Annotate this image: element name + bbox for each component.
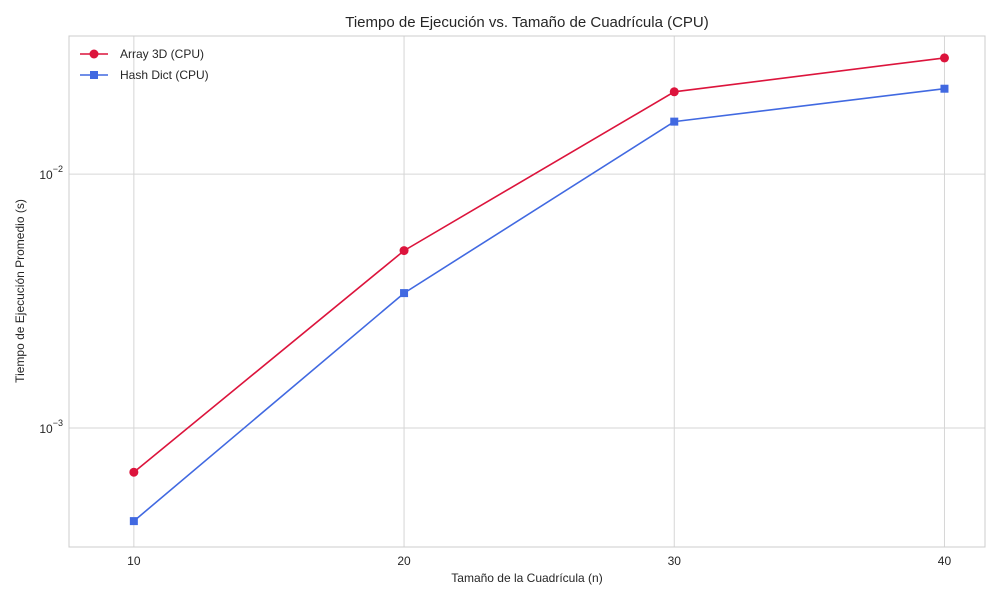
y-tick-label: 10−2 xyxy=(39,164,63,182)
x-tick-label: 10 xyxy=(127,554,141,568)
data-point xyxy=(940,84,949,93)
x-tick-label: 40 xyxy=(938,554,952,568)
data-point xyxy=(939,53,949,63)
x-tick-label: 20 xyxy=(397,554,411,568)
series-1 xyxy=(129,53,949,477)
legend-marker xyxy=(90,71,98,79)
plot-frame xyxy=(68,35,986,548)
series-2 xyxy=(129,84,949,526)
legend-item: Hash Dict (CPU) xyxy=(80,68,209,82)
legend-marker xyxy=(89,49,99,59)
data-point xyxy=(129,517,138,526)
x-tick-label: 30 xyxy=(668,554,682,568)
x-axis-label: Tamaño de la Cuadrícula (n) xyxy=(451,571,602,585)
data-point xyxy=(129,467,139,477)
legend: Array 3D (CPU) Hash Dict (CPU) xyxy=(80,47,209,82)
data-point xyxy=(670,117,679,126)
tick-labels: 10 20 30 40 10−3 10−2 xyxy=(39,164,951,568)
legend-label: Hash Dict (CPU) xyxy=(120,68,209,82)
series-layer xyxy=(129,53,949,526)
grid xyxy=(69,36,985,547)
series-line xyxy=(133,57,945,473)
y-axis-label: Tiempo de Ejecución Promedio (s) xyxy=(13,199,27,383)
data-point xyxy=(669,87,679,97)
legend-item: Array 3D (CPU) xyxy=(80,47,204,61)
data-point xyxy=(400,289,409,298)
legend-label: Array 3D (CPU) xyxy=(120,47,204,61)
data-point xyxy=(399,246,409,256)
series-line xyxy=(133,87,945,522)
chart-title: Tiempo de Ejecución vs. Tamaño de Cuadrí… xyxy=(345,14,709,31)
y-tick-label: 10−3 xyxy=(39,418,63,436)
